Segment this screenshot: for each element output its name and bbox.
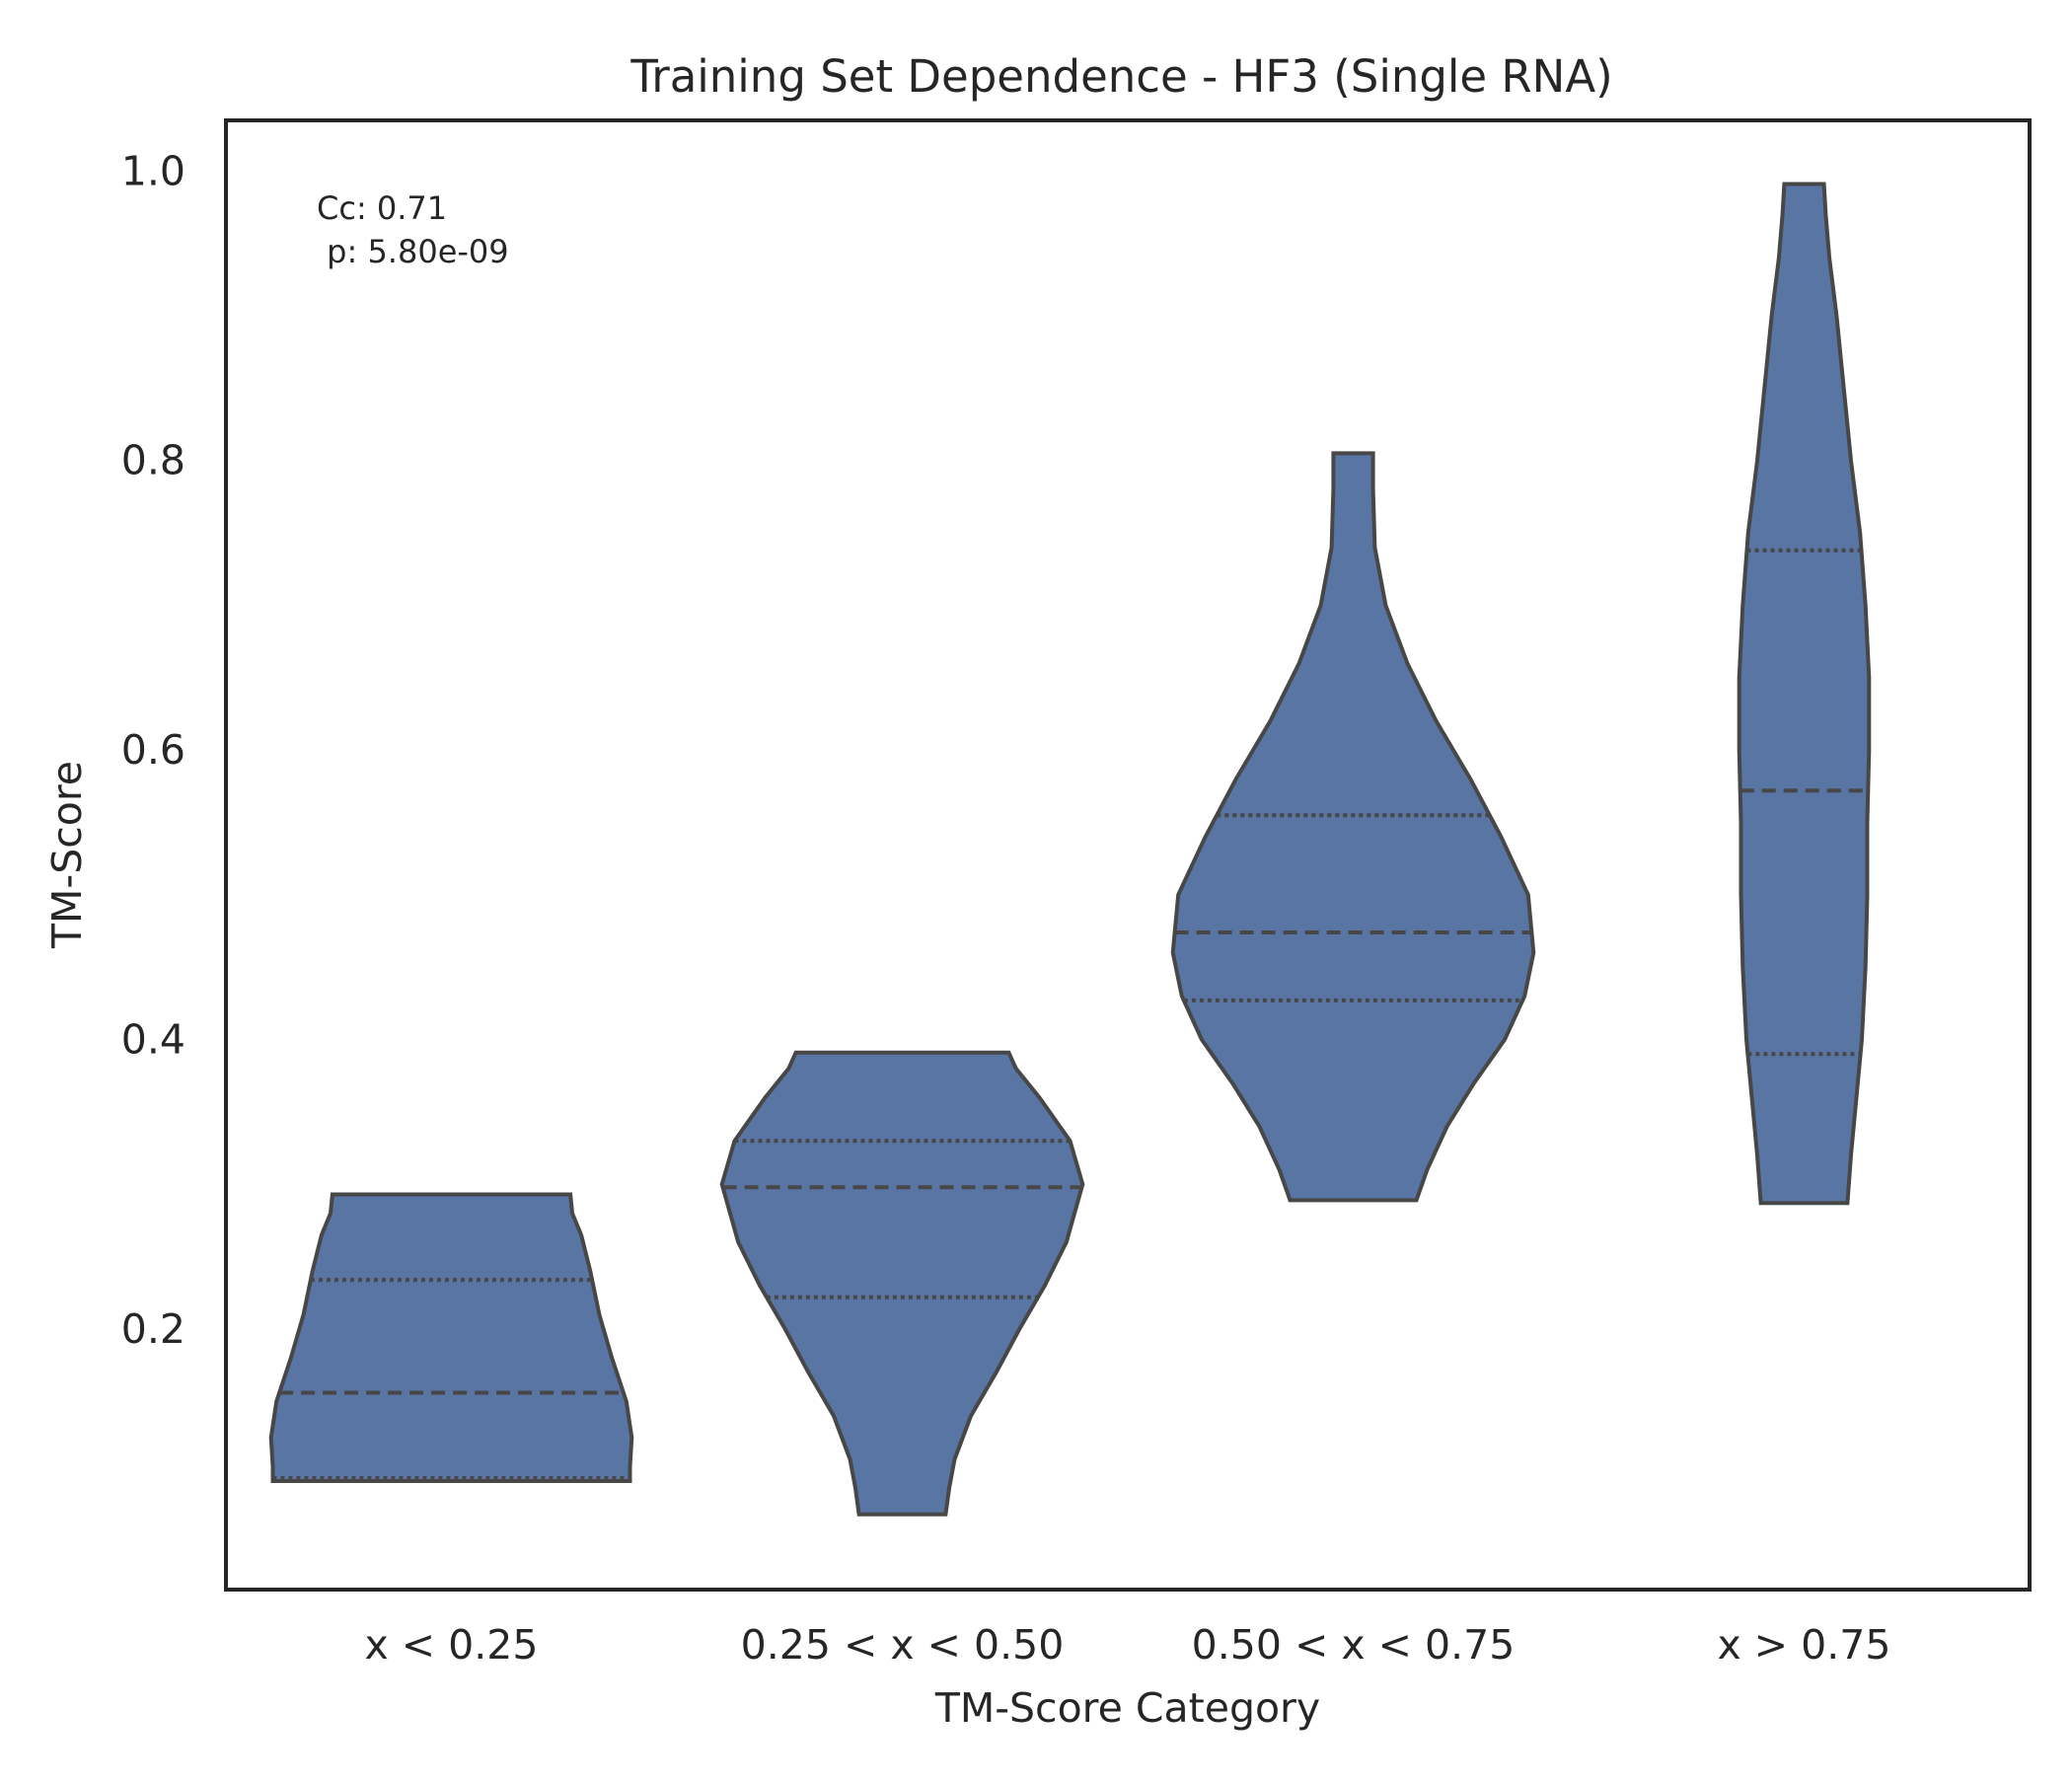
violin-2 xyxy=(719,1050,1085,1517)
correlation-annotation: Cc: 0.71 xyxy=(317,189,447,227)
y-tick-label: 0.8 xyxy=(121,437,185,484)
x-tick-label: 0.50 < x < 0.75 xyxy=(1192,1621,1516,1669)
x-axis-label: TM-Score Category xyxy=(934,1684,1320,1732)
y-tick-label: 0.2 xyxy=(121,1305,185,1353)
violin-3 xyxy=(1170,451,1536,1203)
y-axis-label: TM-Score xyxy=(43,761,91,949)
chart-title: Training Set Dependence - HF3 (Single RN… xyxy=(629,50,1612,103)
pvalue-annotation: p: 5.80e-09 xyxy=(317,233,509,270)
violin-4 xyxy=(1737,182,1872,1206)
x-tick-label: 0.25 < x < 0.50 xyxy=(741,1621,1065,1669)
y-tick-label: 0.4 xyxy=(121,1016,185,1064)
y-axis-ticks: 0.2 0.4 0.6 0.8 1.0 xyxy=(121,147,185,1353)
violin-body xyxy=(268,1192,634,1483)
y-tick-label: 1.0 xyxy=(121,147,185,194)
violins-layer xyxy=(268,182,1872,1517)
x-tick-label: x > 0.75 xyxy=(1718,1621,1891,1669)
violin-1 xyxy=(268,1192,634,1483)
violin-body xyxy=(719,1050,1085,1517)
violin-body xyxy=(1170,451,1536,1203)
x-tick-label: x < 0.25 xyxy=(365,1621,539,1669)
violin-body xyxy=(1737,182,1872,1206)
x-axis-ticks: x < 0.25 0.25 < x < 0.50 0.50 < x < 0.75 x … xyxy=(365,1621,1891,1669)
plot-frame xyxy=(224,118,2032,1592)
y-tick-label: 0.6 xyxy=(121,726,185,774)
